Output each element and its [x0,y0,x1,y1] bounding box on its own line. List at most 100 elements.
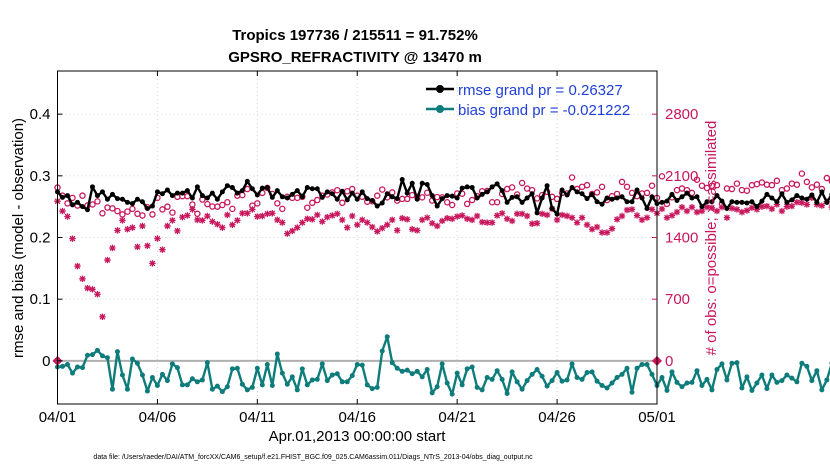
bias-point [99,353,105,359]
y-left-tick-label: 0.3 [30,168,51,185]
bias-point [409,371,415,377]
obs-possible-point [568,174,576,181]
bias-point [559,378,565,384]
obs-possible-point [493,199,501,206]
obs-assimilated-point [164,222,171,230]
obs-assimilated-point [788,202,796,210]
rmse-point [234,190,240,196]
rmse-point [264,185,270,191]
bias-point [154,383,160,388]
rmse-point [554,211,560,217]
bias-point [449,391,455,397]
bias-point [694,368,700,374]
obs-assimilated-point [69,235,76,242]
bias-point [79,365,85,371]
obs-assimilated-point [798,199,806,206]
bias-point [109,386,115,392]
y-right-tick-label: 2800 [665,106,698,123]
bias-point [634,365,640,371]
rmse-point [719,198,725,204]
bias-point [574,374,580,380]
rmse-point [664,198,670,204]
obs-possible-point [793,181,801,188]
bias-point [169,361,175,367]
bias-point [239,381,245,387]
bias-point [684,380,690,386]
rmse-point [399,177,405,183]
bias-point [269,383,275,388]
bias-point [749,387,755,393]
bias-point [509,369,515,375]
bias-point [629,389,635,395]
obs-assimilated-point [234,217,241,224]
obs-assimilated-point [573,219,581,226]
obs-possible-point [803,178,811,186]
obs-assimilated-point [314,211,321,219]
obs-assimilated-point [793,199,801,206]
obs-assimilated-point [109,244,116,252]
obs-assimilated-point [284,230,291,237]
rmse-point [759,198,765,204]
obs-assimilated-point [568,214,576,221]
bias-point [324,378,330,384]
bias-point [614,374,620,380]
obs-assimilated-point [74,262,81,270]
bias-point [494,368,500,374]
rmse-point [739,199,745,205]
rmse-point [619,194,625,200]
obs-assimilated-point [623,206,631,214]
obs-assimilated-point [364,219,371,226]
obs-assimilated-point [309,216,316,223]
rmse-point [304,185,310,191]
obs-possible-point [798,170,806,177]
obs-assimilated-point [433,222,441,230]
rmse-point [539,195,545,201]
bias-point [89,352,95,358]
rmse-point [299,194,305,200]
bias-point [514,379,520,385]
obs-assimilated-point [134,243,141,251]
bias-point [529,371,535,377]
x-tick-label: 04/21 [438,409,476,426]
bias-point [354,362,360,368]
rmse-point [119,196,125,202]
obs-assimilated-point [763,202,771,210]
rmse-point [89,184,95,190]
rmse-point [69,202,75,208]
x-axis: 04/01 04/06 04/11 04/16 04/21 04/26 05/01 [39,71,676,426]
rmse-point [149,203,155,209]
rmse-point [499,188,505,194]
bias-point [484,374,490,380]
obs-assimilated-point [553,216,561,224]
rmse-point [194,184,200,190]
rmse-point [649,194,655,200]
rmse-point [99,189,105,195]
obs-possible-point [658,173,666,180]
obs-assimilated-point [159,246,166,253]
obs-assimilated-point [244,210,251,217]
rmse-point [774,199,780,205]
obs-assimilated-point [154,235,161,242]
obs-possible-point [89,201,96,208]
obs-assimilated-point [613,216,621,223]
bias-point [659,374,665,380]
obs-assimilated-point [698,207,706,215]
y-right-tick-label: 0 [665,353,673,370]
bias-point [664,387,670,393]
obs-possible-point [748,181,756,189]
rmse-point [769,195,775,201]
obs-possible-point [254,200,261,207]
bias-point [394,365,400,371]
bias-point [444,380,450,386]
bias-point [294,387,300,393]
obs-possible-point [648,182,656,189]
series-rmse [55,177,830,217]
bias-point [809,378,815,384]
obs-assimilated-point [423,214,431,221]
obs-assimilated-point [124,226,131,233]
bias-point [264,362,270,368]
bias-point [384,334,390,340]
obs-possible-point [643,189,651,197]
plot-area [57,71,657,404]
